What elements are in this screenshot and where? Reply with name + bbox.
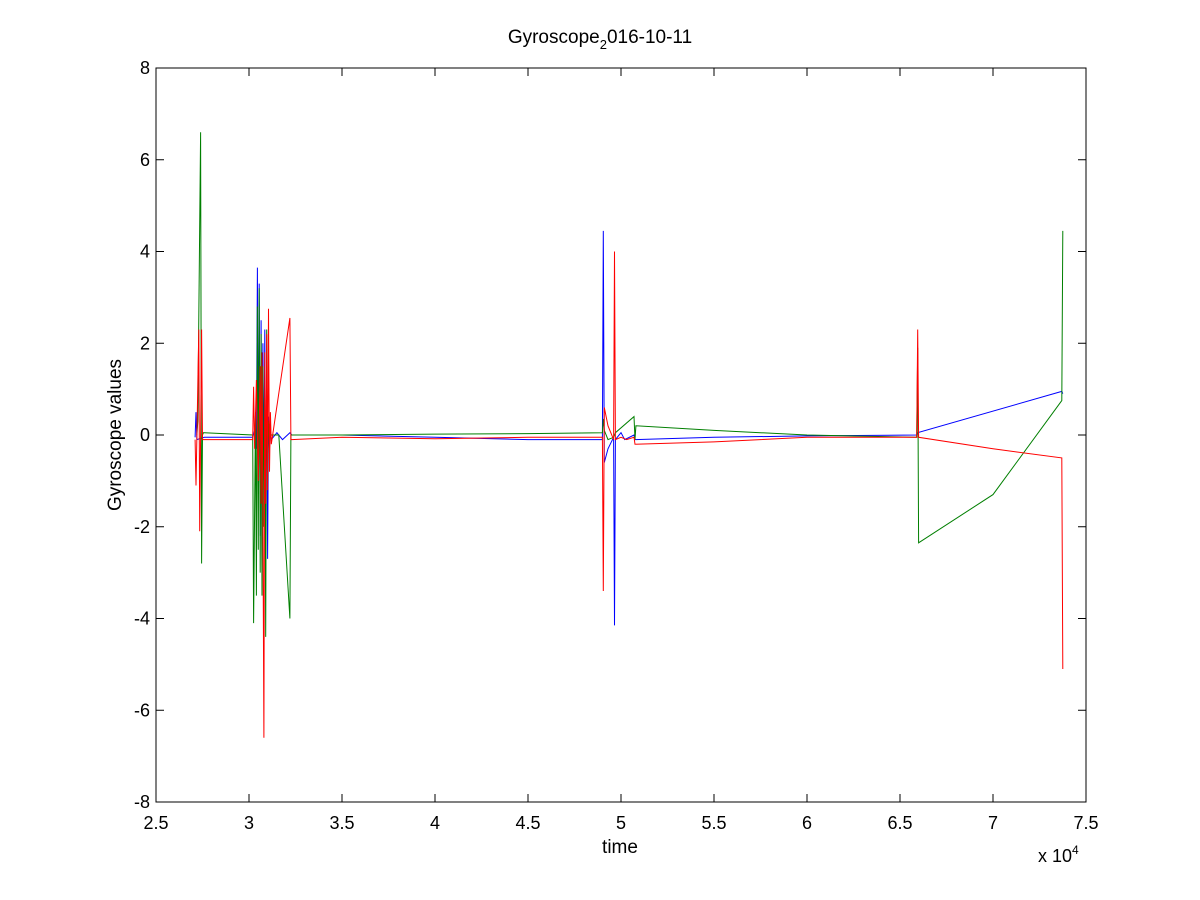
x-tick-label: 5 [616, 813, 626, 833]
x-axis-ticks: 2.5 3 3.5 4 4.5 5 5.5 6 6.5 7 7.5 [143, 68, 1099, 833]
series-line-1 [194, 230, 1064, 626]
y-tick-label: 0 [140, 425, 150, 445]
x-tick-label: 6.5 [887, 813, 912, 833]
x-tick-label: 6 [802, 813, 812, 833]
y-tick-label: 6 [140, 150, 150, 170]
x-tick-label: 7.5 [1073, 813, 1098, 833]
y-tick-label: -8 [134, 792, 150, 812]
y-tick-label: -6 [134, 700, 150, 720]
x-tick-label: 3.5 [329, 813, 354, 833]
y-tick-label: 4 [140, 242, 150, 262]
x-tick-label: 4.5 [515, 813, 540, 833]
series-layer [194, 132, 1064, 738]
x-tick-label: 5.5 [701, 813, 726, 833]
chart-title: Gyroscope2016-10-11 [508, 27, 692, 52]
y-tick-label: -4 [134, 609, 150, 629]
y-tick-label: 2 [140, 333, 150, 353]
y-axis-ticks: -8 -6 -4 -2 0 2 4 6 8 [134, 58, 1086, 812]
y-axis-label: Gyroscope values [105, 359, 126, 511]
series-line-3 [194, 251, 1064, 738]
y-tick-label: -2 [134, 517, 150, 537]
x-tick-label: 3 [244, 813, 254, 833]
x-tick-label: 4 [430, 813, 440, 833]
y-tick-label: 8 [140, 58, 150, 78]
x-axis-label: time [602, 837, 638, 858]
x-axis-exponent: x 104 [1038, 843, 1079, 866]
x-tick-label: 2.5 [143, 813, 168, 833]
x-tick-label: 7 [988, 813, 998, 833]
